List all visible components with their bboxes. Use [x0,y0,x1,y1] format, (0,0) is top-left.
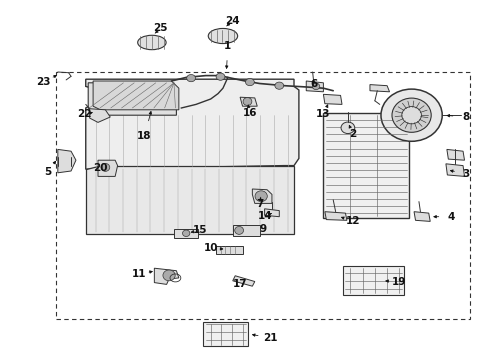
Polygon shape [446,164,465,176]
Polygon shape [93,81,179,110]
Text: 8: 8 [462,112,469,122]
Ellipse shape [243,98,252,105]
Text: 15: 15 [193,225,207,235]
Text: 22: 22 [77,109,92,120]
Text: 17: 17 [233,279,247,289]
Ellipse shape [187,75,196,82]
Polygon shape [447,149,465,160]
Text: 13: 13 [316,109,331,120]
Polygon shape [370,85,390,92]
Ellipse shape [381,89,442,141]
Text: 23: 23 [36,77,50,87]
Text: 19: 19 [392,276,407,287]
Bar [56,72,470,319]
Text: 2: 2 [349,129,356,139]
Polygon shape [233,276,255,286]
Ellipse shape [163,270,175,281]
Text: 1: 1 [224,41,231,51]
Bar [323,113,409,218]
Polygon shape [252,189,272,203]
Polygon shape [88,83,176,115]
Bar [343,266,404,295]
Polygon shape [154,268,179,284]
Ellipse shape [235,226,244,234]
Text: 9: 9 [259,224,266,234]
Polygon shape [325,212,347,220]
Ellipse shape [101,163,110,171]
Ellipse shape [208,28,238,44]
Polygon shape [86,79,299,169]
Text: 24: 24 [225,16,240,26]
Text: 7: 7 [256,199,264,210]
Bar [174,229,198,238]
Bar [203,322,248,346]
Text: 10: 10 [203,243,218,253]
Polygon shape [265,209,279,217]
Ellipse shape [216,73,225,80]
Ellipse shape [275,82,284,89]
Text: 18: 18 [137,131,152,141]
Ellipse shape [182,230,190,237]
Ellipse shape [245,78,254,86]
Ellipse shape [138,35,166,50]
Ellipse shape [341,122,355,134]
Polygon shape [306,81,323,92]
Polygon shape [86,166,294,234]
Text: 16: 16 [243,108,257,118]
Bar [233,225,260,236]
Text: 3: 3 [462,168,469,179]
Polygon shape [98,160,118,176]
Bar [216,246,243,254]
Text: 12: 12 [345,216,360,226]
Text: 21: 21 [263,333,278,343]
Polygon shape [414,212,430,221]
Text: 6: 6 [310,79,317,89]
Polygon shape [240,97,257,106]
Polygon shape [90,109,110,122]
Text: 11: 11 [131,269,146,279]
Ellipse shape [392,98,431,132]
Ellipse shape [313,83,320,90]
Ellipse shape [402,107,421,124]
Text: 25: 25 [153,23,168,33]
Ellipse shape [255,191,268,202]
Text: 4: 4 [447,212,455,222]
Polygon shape [323,94,342,104]
Polygon shape [58,149,76,173]
Text: 20: 20 [93,163,108,174]
Text: 5: 5 [44,167,51,177]
Text: 14: 14 [258,211,273,221]
